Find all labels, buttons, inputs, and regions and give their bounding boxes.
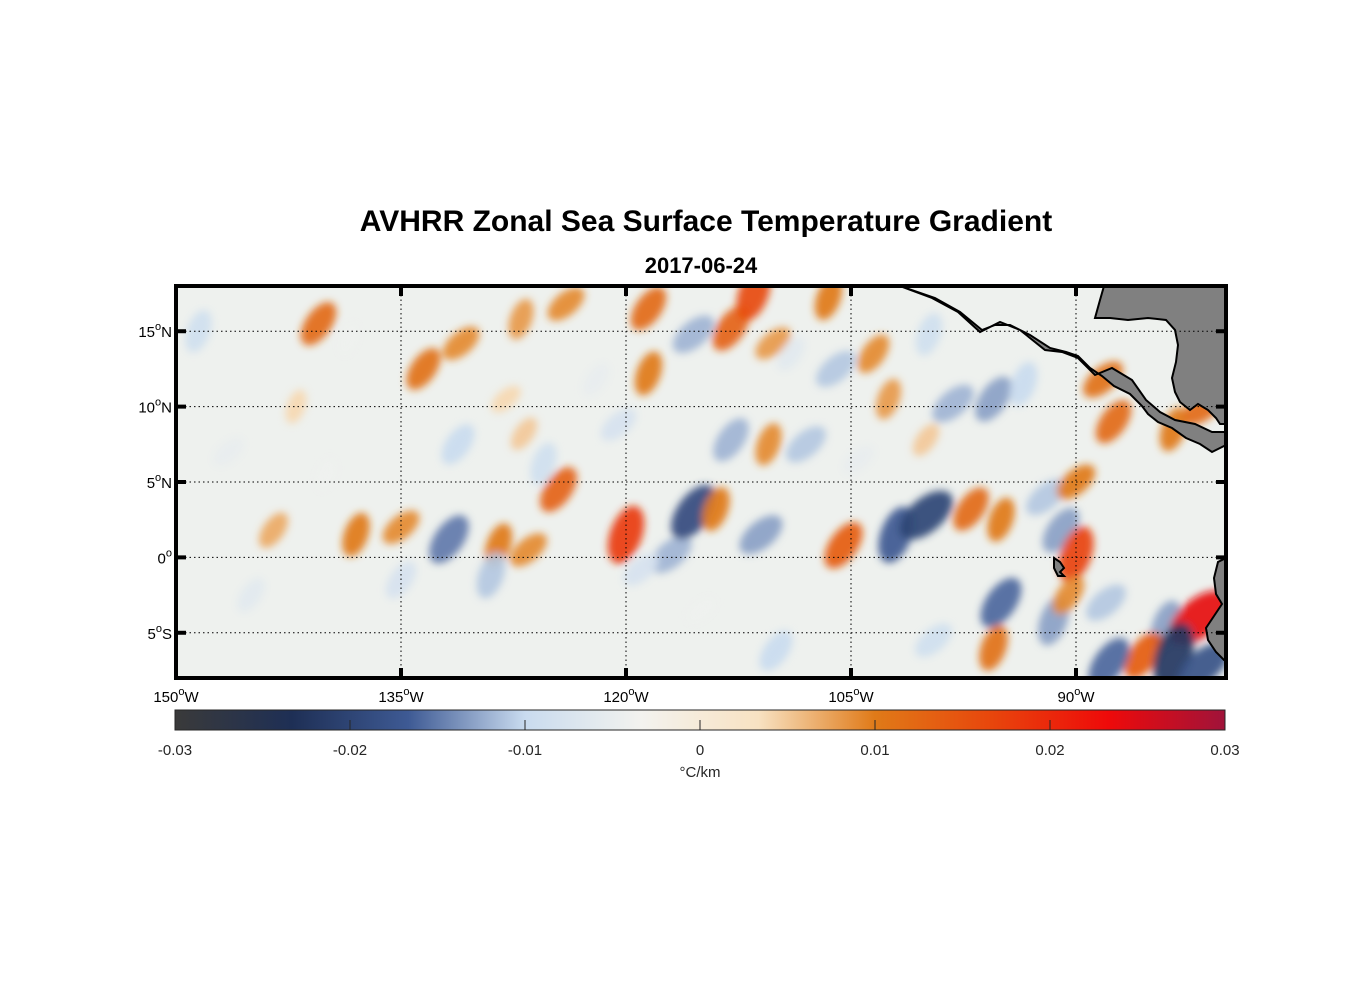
lat-label: 10oN — [138, 397, 172, 417]
gradient-feature — [713, 418, 749, 462]
gradient-feature — [508, 298, 534, 340]
gradient-feature — [315, 457, 337, 492]
gradient-feature — [1086, 584, 1126, 621]
colorbar-tick-label: 0.02 — [1035, 742, 1064, 759]
gradient-feature — [540, 467, 577, 512]
gradient-feature — [671, 484, 716, 540]
gradient-feature — [338, 321, 359, 356]
gradient-feature — [547, 287, 585, 321]
gradient-feature — [912, 423, 940, 456]
gradient-feature — [915, 313, 943, 356]
gradient-feature — [979, 624, 1008, 671]
colorbar-units: °C/km — [679, 764, 721, 781]
lon-label: 150oW — [153, 686, 199, 706]
gradient-feature — [980, 577, 1022, 628]
colorbar-tick-label: 0.03 — [1210, 742, 1239, 759]
gradient-feature — [429, 515, 469, 564]
gradient-feature — [634, 351, 663, 396]
longitude-labels: 150oW 135oW 120oW 105oW 90oW — [153, 686, 1095, 706]
gradient-feature — [755, 423, 782, 466]
gradient-feature — [510, 417, 538, 450]
galapagos-islands — [1053, 556, 1067, 577]
gradient-feature — [857, 334, 890, 374]
colorbar-tick-label: -0.03 — [158, 742, 192, 759]
gradient-feature — [786, 426, 826, 463]
gradient-feature — [672, 315, 715, 354]
gradient-features — [185, 286, 1226, 678]
gradient-feature — [1009, 362, 1038, 406]
gradient-feature — [816, 350, 856, 388]
lon-label: 105oW — [828, 686, 874, 706]
gradient-feature — [899, 490, 953, 540]
colorbar-tick-label: 0.01 — [860, 742, 889, 759]
lat-label: 5oN — [147, 472, 172, 492]
gradient-feature — [285, 389, 307, 424]
gradient-feature — [582, 363, 610, 396]
chart-subtitle: 2017-06-24 — [644, 253, 758, 278]
gradient-feature — [987, 497, 1015, 542]
gradient-feature — [650, 535, 692, 574]
gradient-feature — [476, 552, 506, 599]
gradient-feature — [759, 630, 793, 671]
gradient-feature — [441, 424, 475, 465]
gradient-feature — [213, 437, 244, 466]
gradient-feature — [491, 385, 521, 413]
gradient-feature — [259, 512, 288, 548]
gradient-feature — [975, 376, 1012, 422]
lon-label: 90oW — [1058, 686, 1096, 706]
gradient-feature — [300, 302, 337, 346]
gradient-feature — [1088, 638, 1130, 678]
gradient-feature — [755, 327, 791, 360]
gradient-feature — [237, 578, 265, 612]
gradient-feature — [1058, 526, 1094, 583]
gradient-feature — [702, 487, 730, 532]
gradient-feature — [342, 512, 370, 557]
lon-label: 120oW — [603, 686, 649, 706]
gradient-feature — [739, 515, 783, 555]
gradient-feature — [953, 487, 989, 531]
gradient-feature — [1095, 400, 1132, 444]
gradient-feature — [736, 286, 771, 321]
gradient-feature — [686, 596, 716, 624]
gradient-feature — [875, 378, 902, 420]
chart-title: AVHRR Zonal Sea Surface Temperature Grad… — [359, 205, 1053, 238]
gradient-feature — [915, 623, 952, 658]
colorbar-ticks: -0.03 -0.02 -0.01 0 0.01 0.02 0.03 — [158, 720, 1240, 759]
lon-label: 135oW — [378, 686, 424, 706]
lat-label: 5oS — [148, 623, 172, 643]
latitude-labels: 15oN 10oN 5oN 0o 5oS — [138, 321, 172, 643]
gradient-feature — [630, 286, 667, 331]
colorbar-tick-label: -0.02 — [333, 742, 367, 759]
gradient-feature — [777, 336, 805, 371]
gradient-feature — [442, 326, 480, 361]
gradient-feature — [1042, 507, 1080, 553]
gradient-feature — [1124, 632, 1163, 678]
gradient-feature — [623, 553, 659, 586]
gradient-feature — [600, 408, 637, 441]
gradient-feature — [406, 348, 441, 390]
gradient-feature — [1052, 575, 1085, 615]
central-america-land — [899, 286, 1226, 454]
gradient-feature — [932, 384, 974, 423]
gradient-feature — [382, 510, 420, 544]
gradient-feature — [510, 533, 547, 567]
colorbar-tick-label: -0.01 — [508, 742, 542, 759]
axis-ticks — [174, 286, 1226, 678]
lat-label: 15oN — [138, 321, 172, 341]
gradient-feature — [1026, 478, 1066, 516]
colorbar-tick-label: 0 — [696, 742, 704, 759]
lat-label: 0o — [158, 547, 172, 567]
gradient-feature — [530, 442, 557, 486]
